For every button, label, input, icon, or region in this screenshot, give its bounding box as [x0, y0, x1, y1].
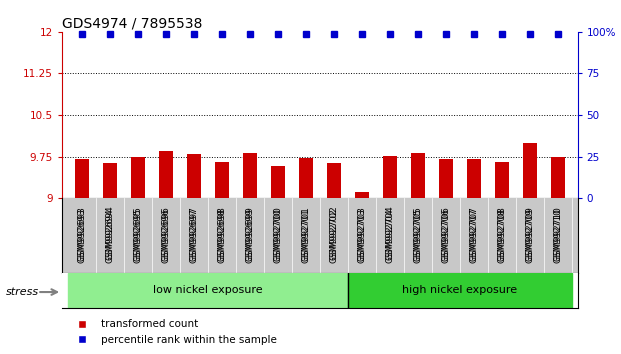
Text: GSM992704: GSM992704: [386, 208, 394, 263]
Text: GSM992704: GSM992704: [386, 206, 394, 261]
Text: GSM992695: GSM992695: [134, 206, 142, 261]
Bar: [355, 192, 369, 198]
Text: low nickel exposure: low nickel exposure: [153, 285, 263, 295]
Text: GSM992706: GSM992706: [442, 206, 450, 261]
Bar: [299, 158, 313, 198]
Bar: [551, 157, 565, 198]
Bar: [102, 163, 117, 198]
Bar: [68, 273, 348, 308]
Bar: [348, 273, 572, 308]
Text: GSM992693: GSM992693: [77, 208, 86, 263]
Bar: [215, 162, 229, 198]
Text: GSM992709: GSM992709: [525, 206, 535, 261]
Bar: [243, 153, 257, 198]
Text: GSM992695: GSM992695: [134, 208, 142, 263]
Text: GSM992708: GSM992708: [497, 206, 506, 261]
Bar: [467, 159, 481, 198]
Text: GSM992696: GSM992696: [161, 208, 170, 263]
Text: GSM992699: GSM992699: [245, 206, 254, 261]
Text: GSM992697: GSM992697: [189, 206, 198, 261]
Bar: [75, 159, 89, 198]
Text: GSM992694: GSM992694: [105, 206, 114, 261]
Text: GSM992702: GSM992702: [329, 206, 338, 261]
Text: GSM992697: GSM992697: [189, 208, 198, 263]
Text: GSM992710: GSM992710: [553, 206, 563, 261]
Text: GSM992700: GSM992700: [273, 206, 283, 261]
Text: GSM992707: GSM992707: [469, 206, 478, 261]
Bar: [271, 166, 285, 198]
Text: GSM992701: GSM992701: [301, 206, 310, 261]
Text: GSM992707: GSM992707: [469, 208, 478, 263]
Text: GSM992705: GSM992705: [414, 206, 422, 261]
Text: GSM992699: GSM992699: [245, 208, 254, 263]
Text: GSM992700: GSM992700: [273, 208, 283, 263]
Text: high nickel exposure: high nickel exposure: [402, 285, 517, 295]
Bar: [383, 156, 397, 198]
Bar: [327, 163, 341, 198]
Bar: [131, 157, 145, 198]
Text: GSM992703: GSM992703: [357, 208, 366, 263]
Text: GSM992696: GSM992696: [161, 206, 170, 261]
Text: GSM992705: GSM992705: [414, 208, 422, 263]
Bar: [495, 162, 509, 198]
Text: GSM992703: GSM992703: [357, 206, 366, 261]
Text: GSM992706: GSM992706: [442, 208, 450, 263]
Text: GSM992698: GSM992698: [217, 208, 226, 263]
Bar: [439, 159, 453, 198]
Bar: [411, 153, 425, 198]
Bar: [159, 151, 173, 198]
Text: GSM992708: GSM992708: [497, 208, 506, 263]
Text: GSM992702: GSM992702: [329, 208, 338, 263]
Legend: transformed count, percentile rank within the sample: transformed count, percentile rank withi…: [67, 315, 281, 349]
Text: GSM992710: GSM992710: [553, 208, 563, 263]
Text: GSM992701: GSM992701: [301, 208, 310, 263]
Text: GDS4974 / 7895538: GDS4974 / 7895538: [62, 17, 202, 31]
Text: GSM992693: GSM992693: [77, 206, 86, 261]
Bar: [187, 154, 201, 198]
Bar: [523, 143, 537, 198]
Text: GSM992694: GSM992694: [105, 208, 114, 263]
Text: GSM992709: GSM992709: [525, 208, 535, 263]
Text: GSM992698: GSM992698: [217, 206, 226, 261]
Text: stress: stress: [6, 287, 39, 297]
